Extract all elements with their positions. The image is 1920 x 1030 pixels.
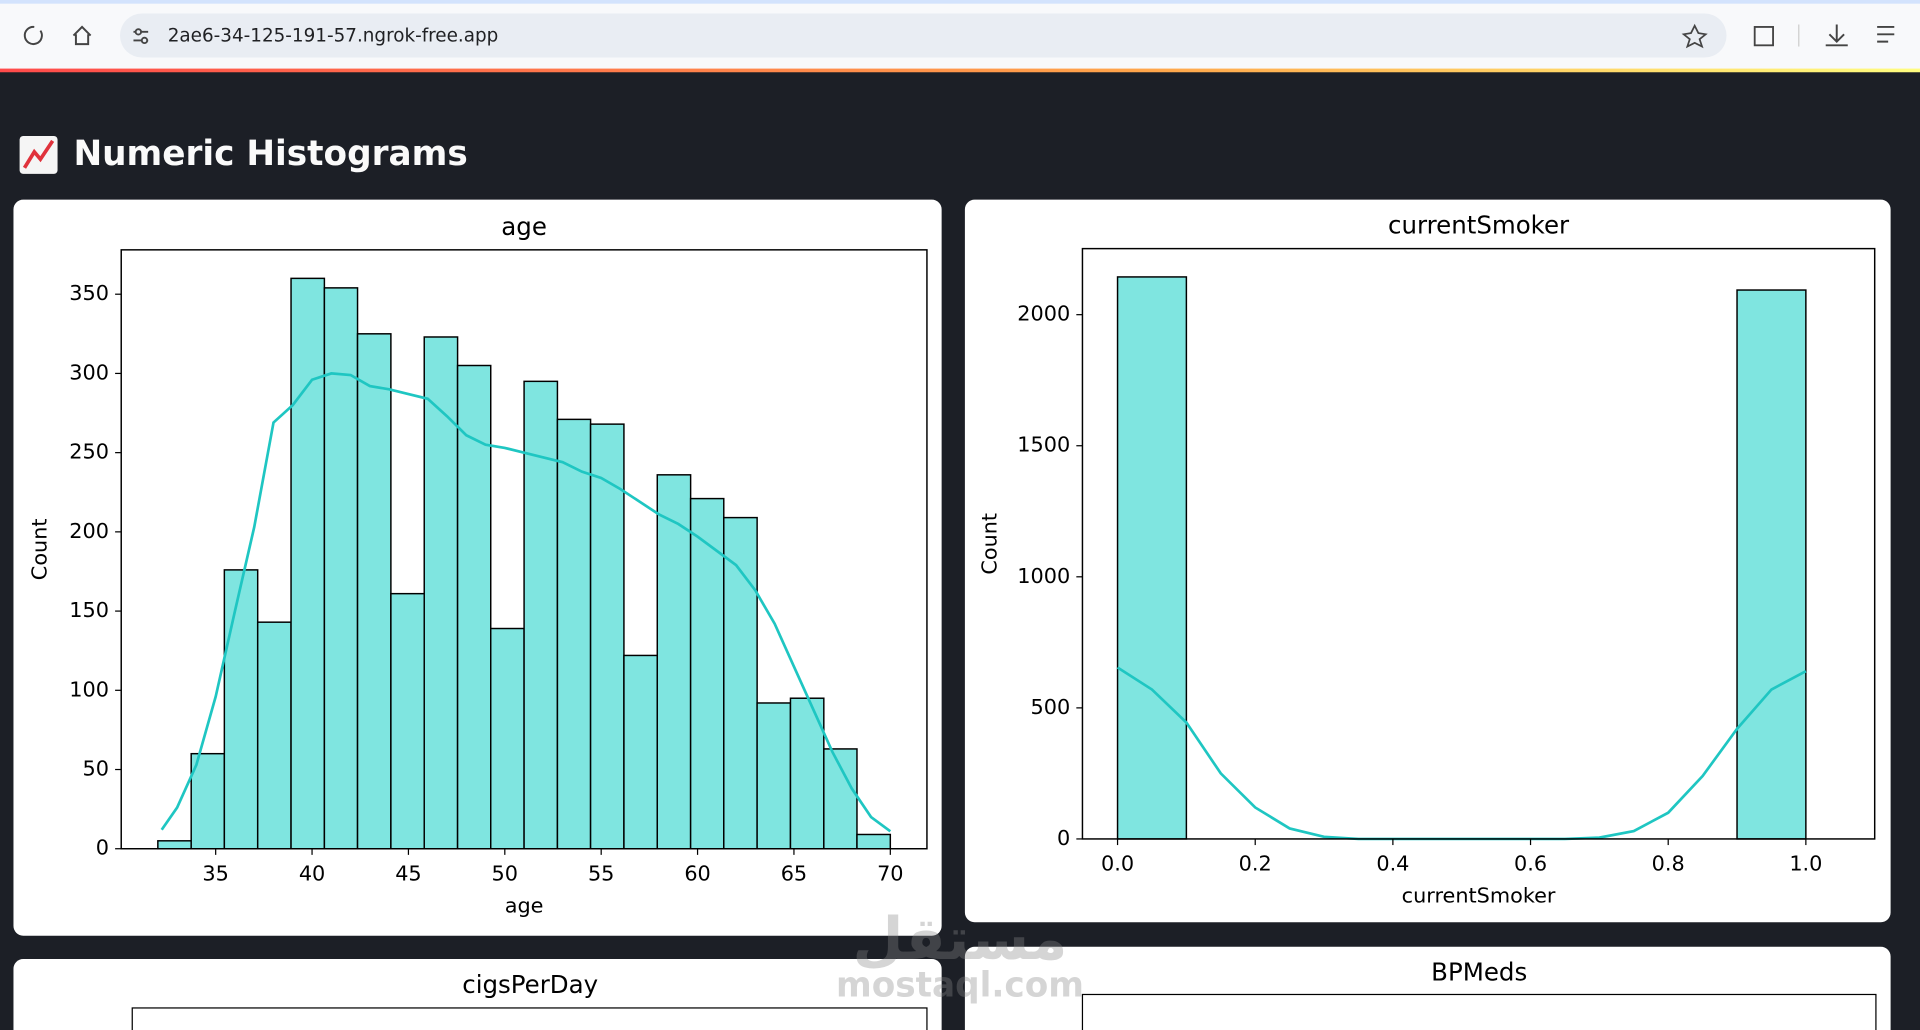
y-tick-label: 0 (96, 836, 109, 860)
nav-icons (23, 25, 92, 46)
chart-card (964, 946, 1891, 1030)
axes-frame (120, 249, 928, 850)
x-tick-label: 70 (877, 861, 903, 885)
chart-card (964, 199, 1891, 923)
histogram-bar (490, 627, 525, 850)
url-text: 2ae6-34-125-191-57.ngrok-free.app (168, 26, 499, 47)
y-tick-label: 300 (69, 360, 109, 384)
x-tick-label: 60 (684, 861, 710, 885)
y-tick-label: 150 (69, 598, 109, 622)
watermark: mostaql.com (836, 966, 1084, 1006)
header-icon (19, 135, 58, 174)
axes-frame (1081, 993, 1877, 1030)
histogram-bar (456, 364, 492, 850)
histogram-bar (323, 287, 359, 850)
chart-title: age (501, 212, 547, 241)
histogram-bar (556, 418, 592, 850)
axes-frame (131, 1007, 928, 1030)
chart-title: BPMeds (1431, 958, 1527, 987)
y-tick-label: 1500 (1017, 433, 1070, 457)
histogram-bar (157, 840, 192, 850)
download-button[interactable] (1825, 24, 1848, 47)
y-tick-label: 200 (69, 519, 109, 543)
y-tick-label: 100 (69, 677, 109, 701)
histogram-bar (390, 592, 425, 850)
y-axis-label: Count (978, 513, 1002, 575)
x-tick-label: 40 (299, 861, 325, 885)
histogram-bar (523, 380, 559, 850)
y-axis-label: Count (27, 518, 51, 580)
x-axis-label: currentSmoker (1402, 884, 1556, 908)
site-info-icon[interactable] (133, 28, 149, 45)
x-tick-label: 45 (395, 861, 421, 885)
page-heading: Numeric Histograms (73, 134, 467, 174)
histogram-bar (290, 277, 326, 850)
histogram-bar (223, 569, 259, 850)
y-tick-label: 50 (83, 757, 109, 781)
x-tick-label: 0.6 (1514, 852, 1547, 876)
x-tick-label: 65 (781, 861, 807, 885)
y-tick-label: 1000 (1017, 564, 1070, 588)
axes-frame (1081, 247, 1876, 840)
kde-line (160, 372, 892, 833)
x-tick-label: 1.0 (1789, 852, 1822, 876)
histogram-bar (856, 833, 892, 850)
y-tick-label: 350 (69, 281, 109, 305)
x-tick-label: 35 (202, 861, 228, 885)
extensions-button[interactable] (1753, 26, 1774, 47)
y-tick-label: 0 (1057, 826, 1070, 850)
address-bar[interactable] (120, 13, 1727, 58)
y-tick-label: 2000 (1017, 302, 1070, 326)
histogram-bar (656, 474, 692, 850)
x-tick-label: 0.8 (1652, 852, 1685, 876)
x-tick-label: 55 (588, 861, 614, 885)
chart-card (13, 958, 942, 1030)
x-tick-label: 50 (492, 861, 518, 885)
x-axis-label: age (505, 893, 544, 917)
histogram-bar (823, 748, 858, 850)
histogram-bar (723, 516, 758, 850)
menu-button[interactable] (1877, 25, 1895, 43)
y-tick-label: 500 (1031, 695, 1071, 719)
x-tick-label: 0.0 (1101, 852, 1134, 876)
histogram-bar (356, 333, 392, 850)
chart-title: currentSmoker (1388, 211, 1570, 240)
histogram-bar (1116, 276, 1188, 840)
bookmark-button[interactable] (1681, 23, 1708, 49)
chart-title: cigsPerDay (462, 970, 598, 999)
watermark: مستقل (853, 904, 1068, 973)
histogram-bar (756, 702, 792, 850)
app-decoration (0, 68, 1920, 73)
reload-button[interactable] (23, 25, 43, 46)
tab-strip (0, 0, 1920, 4)
x-tick-label: 0.2 (1239, 852, 1272, 876)
x-tick-label: 0.4 (1376, 852, 1409, 876)
histogram-bar (1736, 289, 1807, 840)
home-button[interactable] (72, 25, 92, 46)
histogram-bar (623, 654, 659, 850)
histogram-bar (256, 621, 292, 850)
y-tick-label: 250 (69, 440, 109, 464)
histogram-bar (423, 336, 459, 850)
